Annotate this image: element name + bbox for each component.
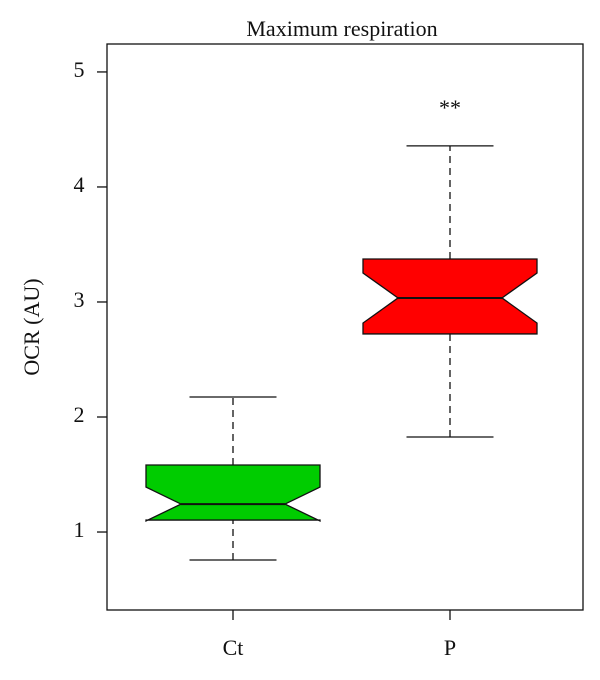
chart-title: Maximum respiration — [246, 16, 437, 41]
y-tick-label: 4 — [74, 172, 85, 197]
x-tick-label: P — [444, 635, 456, 660]
plot-frame — [106, 43, 584, 611]
y-tick-label: 3 — [74, 287, 85, 312]
y-tick-label: 5 — [74, 57, 85, 82]
box — [145, 464, 321, 523]
annotation: ** — [439, 95, 461, 120]
y-tick-label: 2 — [74, 402, 85, 427]
box — [362, 258, 538, 335]
y-tick-label: 1 — [74, 517, 85, 542]
y-axis-title: OCR (AU) — [19, 278, 44, 375]
x-tick-label: Ct — [223, 635, 244, 660]
